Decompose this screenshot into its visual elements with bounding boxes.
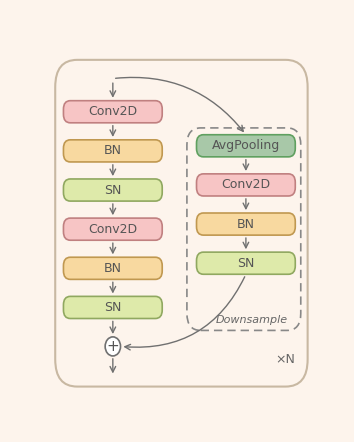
FancyBboxPatch shape [63,297,162,319]
Text: +: + [107,339,119,354]
FancyBboxPatch shape [196,252,295,274]
FancyBboxPatch shape [63,218,162,240]
FancyBboxPatch shape [196,174,295,196]
Text: ×N: ×N [276,353,296,366]
FancyBboxPatch shape [55,60,308,387]
FancyBboxPatch shape [63,257,162,279]
Text: SN: SN [104,301,121,314]
Text: SN: SN [237,257,255,270]
FancyBboxPatch shape [63,179,162,201]
Text: SN: SN [104,183,121,197]
Text: Conv2D: Conv2D [88,223,137,236]
Circle shape [105,337,120,356]
Text: Conv2D: Conv2D [88,105,137,118]
FancyBboxPatch shape [63,101,162,123]
Text: BN: BN [237,217,255,231]
FancyBboxPatch shape [196,213,295,235]
Text: Downsample: Downsample [215,315,287,325]
FancyBboxPatch shape [63,140,162,162]
Text: Conv2D: Conv2D [221,179,270,191]
Text: AvgPooling: AvgPooling [212,139,280,152]
FancyBboxPatch shape [196,135,295,157]
Text: BN: BN [104,145,122,157]
Text: BN: BN [104,262,122,275]
